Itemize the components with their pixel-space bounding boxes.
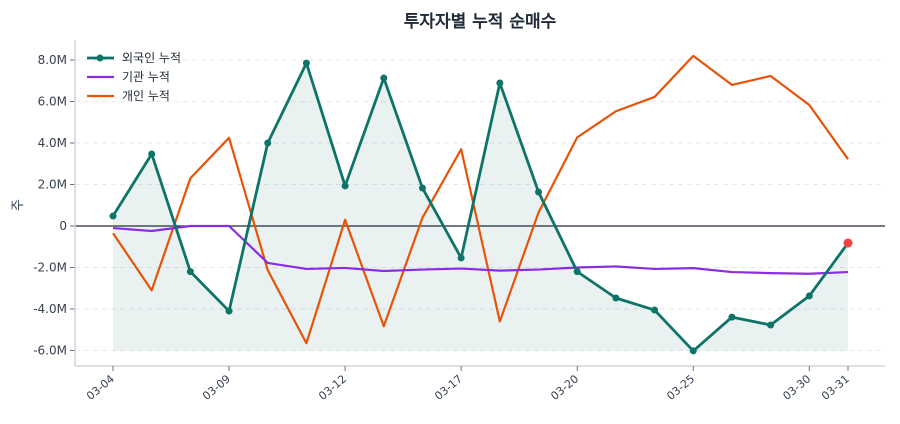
y-tick-label: -6.0M: [33, 344, 67, 358]
x-tick-label: 03-12: [316, 372, 349, 403]
legend-label: 외국인 누적: [122, 51, 181, 65]
data-point: [767, 321, 775, 329]
legend-label: 개인 누적: [122, 89, 170, 103]
chart-title: 투자자별 누적 순매수: [404, 12, 557, 32]
x-tick-label: 03-31: [819, 372, 852, 403]
x-tick-label: 03-20: [548, 372, 581, 403]
data-point: [805, 292, 813, 300]
data-point: [225, 307, 233, 315]
data-point: [457, 254, 465, 262]
series-line-0: [111, 61, 850, 353]
y-tick-label: -4.0M: [33, 302, 67, 316]
foreign-fill-area: [113, 63, 848, 351]
data-point: [264, 139, 272, 147]
y-tick-label: 2.0M: [38, 178, 67, 192]
data-point: [341, 182, 349, 190]
x-tick-label: 03-30: [780, 372, 813, 403]
data-point: [496, 79, 504, 87]
data-point: [186, 268, 194, 276]
data-point: [535, 188, 543, 196]
series-line-2: [112, 54, 849, 345]
data-point: [380, 74, 388, 82]
y-tick-label: -2.0M: [33, 261, 67, 275]
last-data-point: [843, 238, 853, 248]
data-point: [612, 294, 620, 302]
x-tick-label: 03-17: [432, 372, 465, 403]
x-tick-label: 03-25: [664, 372, 697, 403]
legend-marker: [96, 54, 104, 62]
x-tick-label: 03-04: [84, 372, 117, 403]
x-tick-label: 03-09: [200, 372, 233, 403]
data-point: [728, 313, 736, 321]
series-line-1: [112, 224, 849, 275]
data-point: [651, 306, 659, 314]
y-axis-label: 주: [11, 199, 26, 211]
data-point: [148, 150, 156, 158]
data-point: [689, 347, 697, 355]
data-point: [302, 59, 310, 67]
data-point: [418, 184, 426, 192]
data-point: [109, 212, 117, 220]
y-tick-label: 0: [59, 219, 67, 233]
y-tick-label: 8.0M: [38, 53, 67, 67]
legend-label: 기관 누적: [122, 70, 170, 84]
data-point: [573, 268, 581, 276]
y-tick-label: 4.0M: [38, 136, 67, 150]
y-tick-label: 6.0M: [38, 95, 67, 109]
